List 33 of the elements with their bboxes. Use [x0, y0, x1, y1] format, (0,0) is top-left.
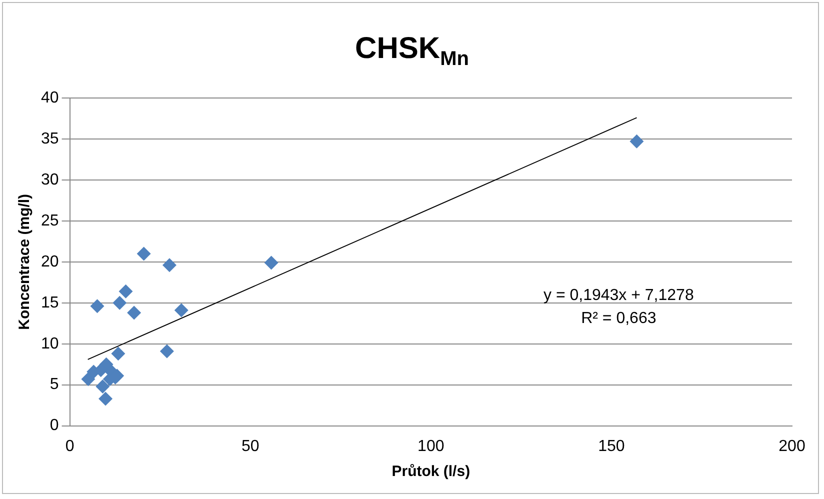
point [162, 258, 176, 272]
x-tick-label: 150 [598, 438, 625, 455]
point [264, 256, 278, 270]
point [96, 379, 110, 394]
y-tick-label: 10 [41, 335, 59, 352]
x-axis-title: Průtok (l/s) [392, 463, 470, 480]
annotation: y = 0,1943x + 7,1278 [544, 287, 694, 304]
x-tick-label: 0 [65, 438, 74, 455]
point [160, 344, 174, 358]
point [174, 303, 188, 318]
point [630, 134, 644, 148]
point [81, 372, 96, 386]
point [118, 284, 133, 298]
y-tick-label: 15 [41, 294, 59, 312]
point [127, 306, 142, 320]
y-tick-label: 35 [41, 130, 59, 148]
point [90, 299, 104, 314]
x-tick-label: 200 [778, 438, 806, 455]
y-tick-label: 5 [50, 376, 59, 394]
y-tick-label: 25 [41, 212, 59, 230]
x-tick-label: 100 [418, 438, 444, 455]
y-tick-label: 30 [41, 171, 59, 188]
chart-title: CHSK$_{Mn}$ [354, 32, 470, 71]
y-tick-label: 40 [41, 89, 59, 106]
y-tick-label: 20 [41, 253, 59, 270]
y-axis-title: Koncentrace (mg/l) [16, 194, 34, 330]
point [111, 346, 126, 361]
y-tick-label: 0 [50, 417, 59, 434]
point [112, 296, 127, 310]
point [136, 246, 151, 261]
point [98, 392, 113, 406]
annotation: R² = 0,663 [581, 310, 656, 328]
x-tick-label: 50 [241, 438, 260, 455]
